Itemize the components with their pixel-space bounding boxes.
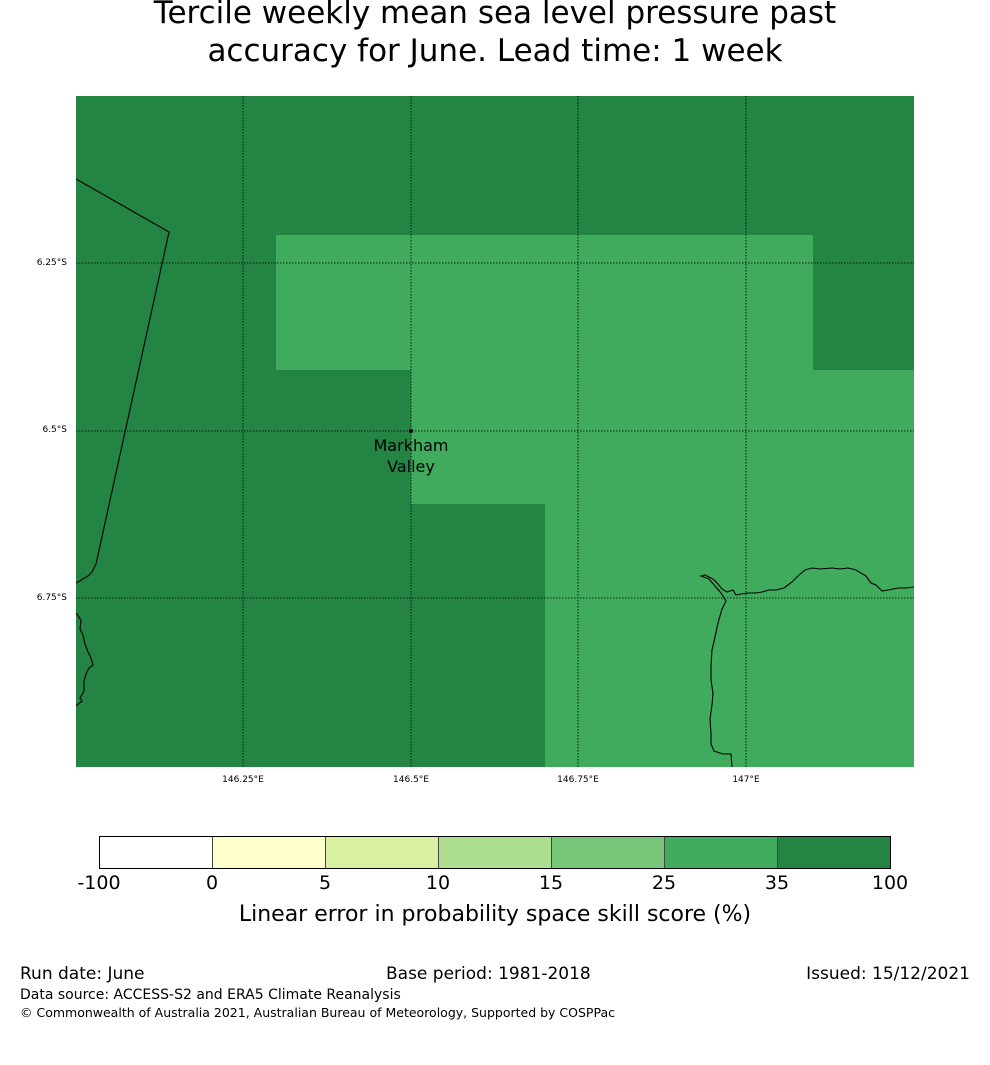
place-label-markham-valley: Markham Valley — [351, 435, 471, 477]
colorbar-tick: 0 — [205, 872, 219, 894]
colorbar — [99, 836, 891, 869]
lon-label-147: 147°E — [732, 775, 760, 785]
colorbar-segment — [326, 837, 439, 868]
gridlines — [76, 96, 914, 767]
base-period: Base period: 1981-2018 — [386, 964, 591, 984]
coastlines-and-borders — [76, 178, 914, 767]
map-title: Tercile weekly mean sea level pressure p… — [0, 0, 990, 70]
colorbar-tick: 100 — [871, 872, 909, 894]
lat-label-6-75: 6.75°S — [36, 593, 67, 603]
border-line — [76, 178, 170, 584]
lon-label-146-75: 146.75°E — [557, 775, 599, 785]
skill-map — [76, 96, 914, 767]
lat-label-6-5: 6.5°S — [42, 425, 67, 435]
colorbar-segment — [665, 837, 778, 868]
markham-valley-marker — [409, 429, 413, 433]
river-coastline — [699, 567, 914, 767]
title-line-2: accuracy for June. Lead time: 1 week — [207, 33, 783, 69]
colorbar-tick: -100 — [77, 872, 121, 894]
lon-label-146-5: 146.5°E — [393, 775, 429, 785]
colorbar-tick: 15 — [538, 872, 564, 894]
colorbar-tick: 10 — [425, 872, 451, 894]
colorbar-segment — [213, 837, 326, 868]
colorbar-tick: 25 — [651, 872, 677, 894]
place-name-line-2: Valley — [387, 457, 435, 476]
place-name-line-1: Markham — [373, 436, 449, 455]
colorbar-label: Linear error in probability space skill … — [238, 902, 752, 927]
colorbar-tick: 35 — [764, 872, 790, 894]
lon-label-146-25: 146.25°E — [222, 775, 264, 785]
lat-label-6-25: 6.25°S — [36, 258, 67, 268]
data-source: Data source: ACCESS-S2 and ERA5 Climate … — [20, 987, 401, 1003]
west-coastline — [76, 612, 94, 707]
issued-date: Issued: 15/12/2021 — [806, 964, 970, 984]
colorbar-segment — [778, 837, 890, 868]
title-line-1: Tercile weekly mean sea level pressure p… — [153, 0, 837, 31]
run-date: Run date: June — [20, 964, 145, 984]
copyright: © Commonwealth of Australia 2021, Austra… — [20, 1005, 615, 1020]
colorbar-segment — [552, 837, 665, 868]
colorbar-segment — [439, 837, 552, 868]
colorbar-tick: 5 — [318, 872, 332, 894]
colorbar-segment — [100, 837, 213, 868]
mid-skill-region — [276, 235, 914, 767]
